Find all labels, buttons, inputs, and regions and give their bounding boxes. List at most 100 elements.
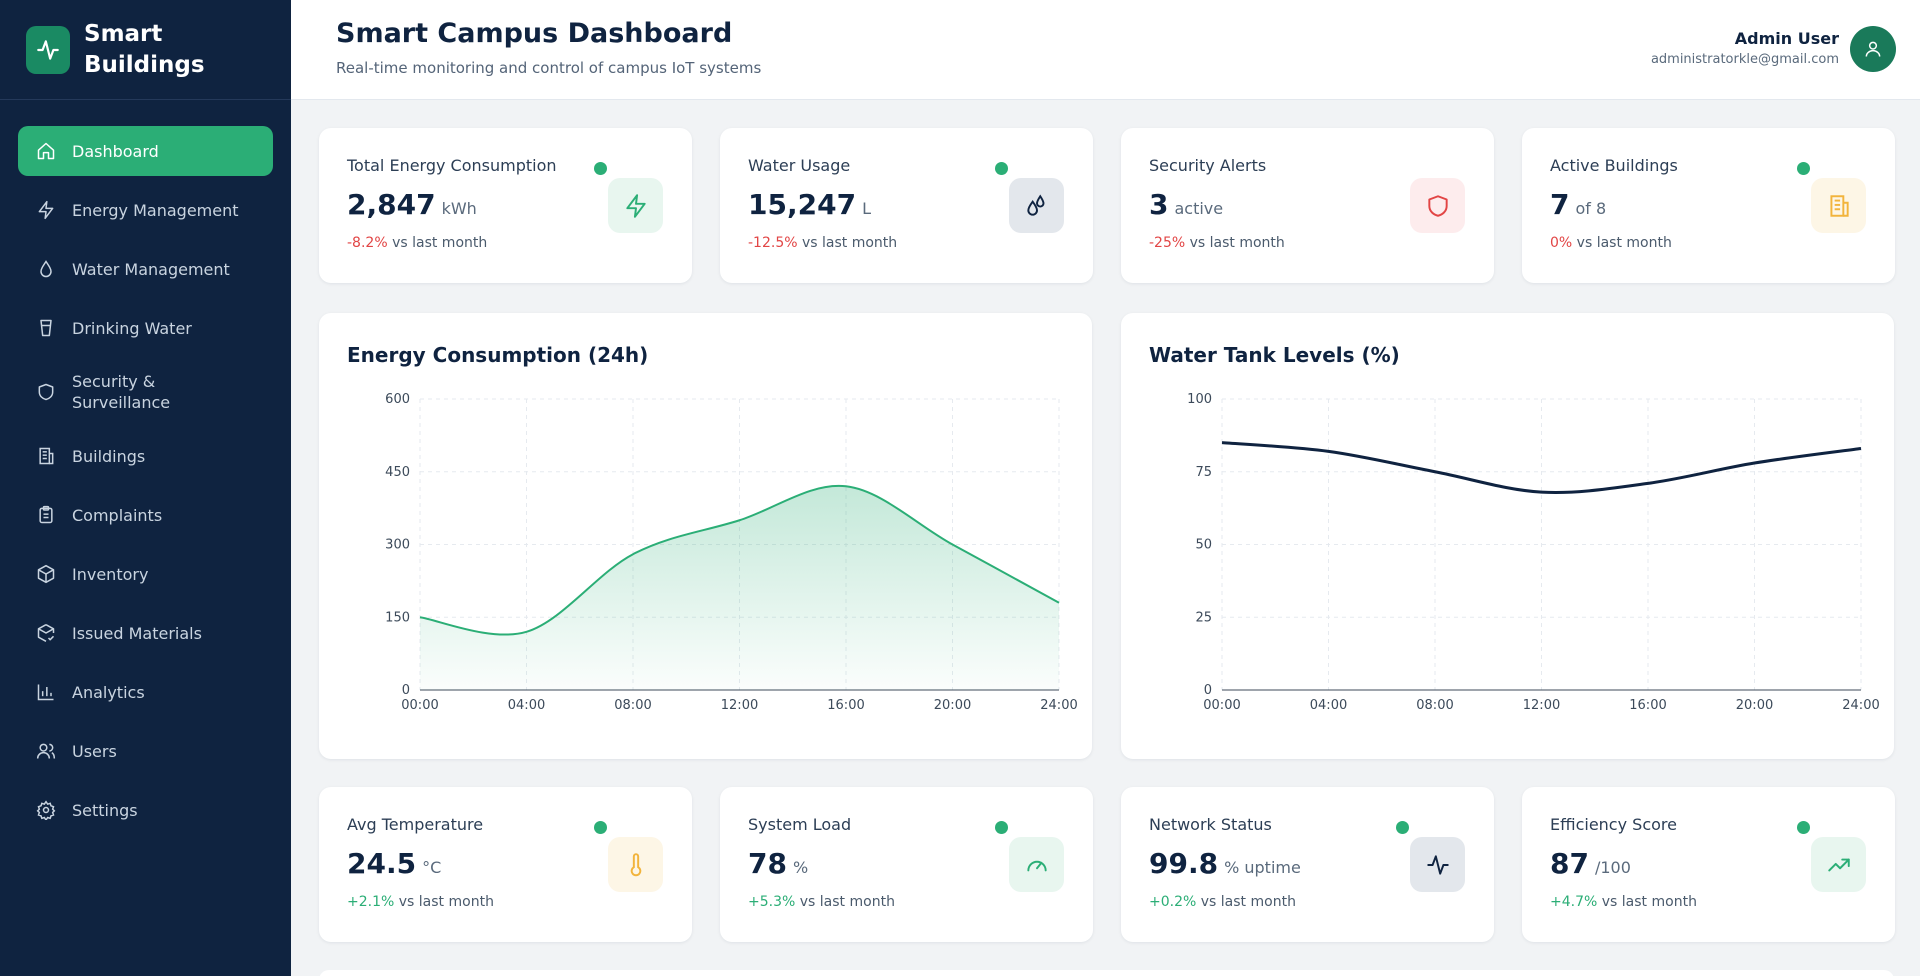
stat-change: -8.2% vs last month (347, 235, 487, 251)
stat-card-system-load[interactable]: System Load 78% +5.3% vs last month (720, 787, 1093, 942)
x-tick-label: 12:00 (1523, 698, 1560, 713)
bar-chart-icon (36, 682, 56, 702)
series-line (419, 484, 1060, 636)
gear-icon (36, 800, 56, 820)
series-line (1221, 441, 1862, 494)
sidebar-item-energy-management[interactable]: Energy Management (18, 185, 273, 235)
sidebar-item-users[interactable]: Users (18, 726, 273, 776)
status-dot (1396, 821, 1409, 834)
stat-unit: % (792, 858, 809, 877)
change-suffix: vs last month (392, 235, 488, 251)
stat-number: 2,847 (347, 188, 436, 221)
stat-value: 2,847 kWh (347, 188, 477, 221)
user-info[interactable]: Admin User administratorkle@gmail.com (1651, 29, 1839, 67)
stat-card-temperature[interactable]: Avg Temperature 24.5 °C +2.1% vs last mon… (319, 787, 692, 942)
change-percent: -8.2% (347, 235, 388, 251)
stat-change: -25% vs last month (1149, 235, 1285, 251)
stat-change: +2.1% vs last month (347, 894, 494, 910)
stat-number: 78 (748, 847, 787, 880)
stat-label: Security Alerts (1149, 156, 1267, 175)
sidebar-item-label: Complaints (72, 505, 163, 525)
water-tank-chart-card: Water Tank Levels (%) 0 25 50 75 100 00:00 04:… (1121, 313, 1894, 759)
brand: Smart Buildings (0, 0, 291, 100)
sidebar: Smart Buildings Dashboard Energy Managem… (0, 0, 291, 976)
x-tick-label: 20:00 (1736, 698, 1773, 713)
droplets-icon (1009, 178, 1064, 233)
stat-unit: of 8 (1575, 199, 1607, 218)
stat-value: 78% (748, 847, 808, 880)
stat-card-buildings[interactable]: Active Buildings 7 of 8 0% vs last month (1522, 128, 1895, 283)
water-tank-chart[interactable]: 0 25 50 75 100 00:00 04:00 08:00 12:00 16:00 20:00… (1121, 313, 1894, 759)
status-dot (1797, 162, 1810, 175)
sidebar-item-label: Buildings (72, 446, 146, 466)
sidebar-item-buildings[interactable]: Buildings (18, 431, 273, 481)
stat-value: 87/100 (1550, 847, 1631, 880)
x-tick-label: 04:00 (1310, 698, 1347, 713)
sidebar-item-complaints[interactable]: Complaints (18, 490, 273, 540)
sidebar-item-security[interactable]: Security & Surveillance (18, 362, 273, 422)
status-dot (594, 162, 607, 175)
stat-label: Active Buildings (1550, 156, 1678, 175)
stat-unit: % uptime (1224, 858, 1301, 877)
stat-value: 24.5 °C (347, 847, 441, 880)
series-area (420, 485, 1059, 690)
clipboard-icon (36, 505, 56, 525)
change-suffix: vs last month (801, 235, 898, 251)
change-suffix: vs last month (799, 894, 895, 910)
brand-name: Smart Buildings (84, 20, 205, 78)
x-tick-label: 24:00 (1842, 698, 1879, 713)
sidebar-item-issued-materials[interactable]: Issued Materials (18, 608, 273, 658)
trending-up-icon (1811, 837, 1866, 892)
user-icon (1865, 41, 1881, 57)
sidebar-item-label: Settings (72, 800, 138, 820)
y-tick-label: 300 (385, 538, 410, 553)
y-tick-label: 450 (385, 465, 410, 480)
box-icon (36, 564, 56, 584)
avatar[interactable] (1850, 26, 1896, 72)
stat-number: 7 (1550, 188, 1570, 221)
sidebar-item-dashboard[interactable]: Dashboard (18, 126, 273, 176)
bolt-icon (36, 200, 56, 220)
stat-change: +5.3% vs last month (748, 894, 895, 910)
y-tick-label: 100 (1187, 392, 1212, 407)
x-tick-label: 00:00 (401, 698, 438, 713)
change-suffix: vs last month (1189, 235, 1285, 251)
user-name: Admin User (1734, 29, 1839, 48)
page-title: Smart Campus Dashboard (336, 18, 733, 49)
shield-icon (1410, 178, 1465, 233)
stat-card-efficiency[interactable]: Efficiency Score 87/100 +4.7% vs last mo… (1522, 787, 1895, 942)
sidebar-item-inventory[interactable]: Inventory (18, 549, 273, 599)
energy-chart[interactable]: 0 150 300 450 600 00:00 04:00 08:00 12:00 16:00 20… (319, 313, 1092, 759)
change-percent: +4.7% (1550, 894, 1598, 910)
sidebar-item-analytics[interactable]: Analytics (18, 667, 273, 717)
stat-value: 3 active (1149, 188, 1223, 221)
stat-unit: L (862, 199, 871, 218)
sidebar-item-label: Issued Materials (72, 623, 202, 643)
stat-label: Efficiency Score (1550, 815, 1677, 834)
status-dot (995, 821, 1008, 834)
activity-icon (1410, 837, 1465, 892)
package-check-icon (36, 623, 56, 643)
change-suffix: vs last month (398, 894, 494, 910)
thermometer-icon (608, 837, 663, 892)
stat-number: 87 (1550, 847, 1589, 880)
sidebar-item-settings[interactable]: Settings (18, 785, 273, 835)
sidebar-item-drinking-water[interactable]: Drinking Water (18, 303, 273, 353)
stat-change: -12.5% vs last month (748, 235, 897, 251)
stat-card-water[interactable]: Water Usage 15,247 L -12.5% vs last month (720, 128, 1093, 283)
sidebar-item-label: Security & Surveillance (72, 372, 171, 412)
sidebar-item-water-management[interactable]: Water Management (18, 244, 273, 294)
shield-icon (36, 382, 56, 402)
gauge-icon (1009, 837, 1064, 892)
change-percent: 0% (1550, 235, 1573, 251)
stat-label: Total Energy Consumption (347, 156, 557, 175)
change-percent: -12.5% (748, 235, 798, 251)
change-suffix: vs last month (1576, 235, 1672, 251)
y-tick-label: 600 (385, 392, 410, 407)
stat-card-security[interactable]: Security Alerts 3 active -25% vs last mon… (1121, 128, 1494, 283)
x-tick-label: 08:00 (1416, 698, 1453, 713)
building-icon (36, 446, 56, 466)
stat-card-energy[interactable]: Total Energy Consumption 2,847 kWh -8.2% … (319, 128, 692, 283)
building-icon (1811, 178, 1866, 233)
stat-card-network[interactable]: Network Status 99.8 % uptime +0.2% vs las… (1121, 787, 1494, 942)
